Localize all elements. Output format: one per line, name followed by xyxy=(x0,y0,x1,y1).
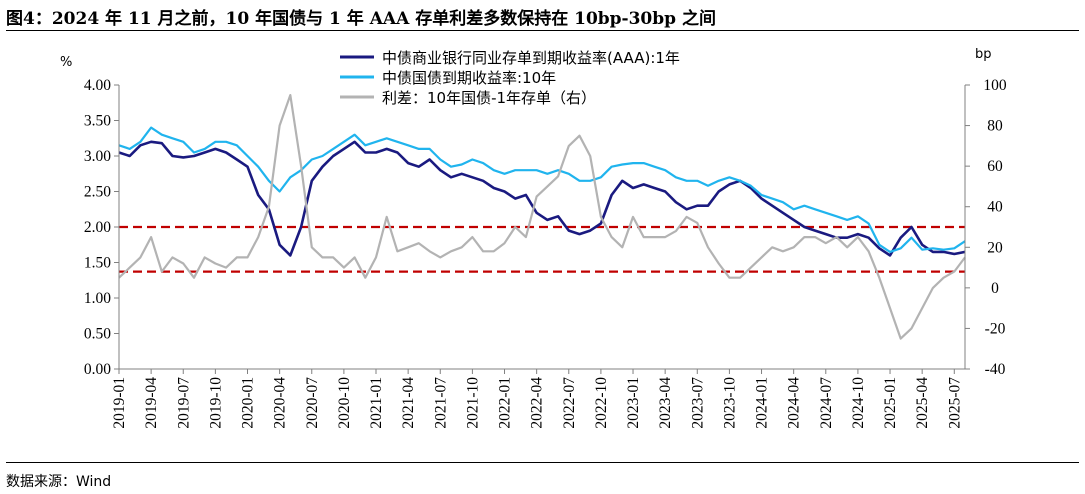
x-tick-label: 2021-04 xyxy=(400,377,417,429)
x-tick-label: 2019-07 xyxy=(175,377,192,429)
y-left-tick-label: 3.50 xyxy=(84,113,111,130)
x-tick-label: 2024-07 xyxy=(818,377,835,429)
x-tick-label: 2021-01 xyxy=(368,377,385,429)
x-tick-label: 2025-07 xyxy=(946,377,963,429)
x-tick-label: 2022-04 xyxy=(529,377,546,429)
y-left-tick-label: 4.00 xyxy=(84,77,111,94)
y-left-tick-label: 2.50 xyxy=(84,184,111,201)
y-right-tick-label: 60 xyxy=(987,158,1003,175)
x-tick-label: 2024-04 xyxy=(786,377,803,429)
series-layer xyxy=(118,94,966,340)
y-right-tick-label: 100 xyxy=(983,77,1007,94)
x-tick-label: 2020-04 xyxy=(272,377,289,429)
x-tick-label: 2022-07 xyxy=(561,377,578,429)
legend: 中债商业银行同业存单到期收益率(AAA):1年中债国债到期收益率:10年利差：1… xyxy=(340,49,680,107)
y-right-tick-label: 80 xyxy=(987,118,1003,135)
x-tick-label: 2023-01 xyxy=(625,377,642,429)
y-left-tick-label: 0.00 xyxy=(84,361,111,378)
series-line-ncd_1y xyxy=(118,140,966,257)
x-tick-label: 2020-07 xyxy=(304,377,321,429)
x-tick-label: 2022-10 xyxy=(593,377,610,429)
axes: 0.00 0.50 1.00 1.50 2.00 2.50 3.00 3.50 4.00 -40 -… xyxy=(60,47,1007,429)
x-tick-label: 2019-04 xyxy=(143,377,160,429)
legend-label-ncd_1y: 中债商业银行同业存单到期收益率(AAA):1年 xyxy=(382,49,680,67)
x-tick-label: 2024-01 xyxy=(754,377,771,429)
x-tick-label: 2023-10 xyxy=(721,377,738,429)
x-tick-label: 2019-01 xyxy=(111,377,128,429)
figure-title: 图4：2024 年 11 月之前，10 年国债与 1 年 AAA 存单利差多数保… xyxy=(6,9,716,29)
y-right-tick-label: -20 xyxy=(985,320,1006,337)
y-left-tick-label: 2.00 xyxy=(84,219,111,236)
y-left-tick-label: 1.50 xyxy=(84,255,111,272)
y-right-tick-label: 0 xyxy=(991,280,999,297)
legend-label-cgb_10y: 中债国债到期收益率:10年 xyxy=(382,69,556,87)
x-tick-label: 2025-01 xyxy=(882,377,899,429)
x-tick-label: 2021-07 xyxy=(432,377,449,429)
series-line-spread xyxy=(118,94,966,340)
y-right-tick-label: 40 xyxy=(987,199,1003,216)
y-right-tick-label: 20 xyxy=(987,239,1003,256)
legend-label-spread: 利差：10年国债-1年存单（右） xyxy=(382,89,596,107)
source-note: 数据来源：Wind xyxy=(6,474,112,490)
reference-lines xyxy=(119,225,965,273)
x-tick-label: 2020-01 xyxy=(240,377,257,429)
y-left-tick-label: 1.00 xyxy=(84,290,111,307)
x-tick-label: 2020-10 xyxy=(336,377,353,429)
title-rule xyxy=(6,30,1079,31)
x-tick-label: 2025-04 xyxy=(914,377,931,429)
y-left-tick-label: 0.50 xyxy=(84,326,111,343)
x-tick-label: 2023-04 xyxy=(657,377,674,429)
x-tick-label: 2024-10 xyxy=(850,377,867,429)
x-tick-label: 2019-10 xyxy=(207,377,224,429)
y-left-unit: % xyxy=(60,55,72,70)
x-tick-label: 2021-10 xyxy=(464,377,481,429)
y-left-tick-label: 3.00 xyxy=(84,148,111,165)
bottom-rule xyxy=(6,462,1079,463)
y-right-tick-label: -40 xyxy=(985,361,1006,378)
y-right-unit: bp xyxy=(975,47,992,62)
x-tick-label: 2022-01 xyxy=(497,377,514,429)
series-line-cgb_10y xyxy=(118,126,966,253)
x-tick-label: 2023-07 xyxy=(689,377,706,429)
